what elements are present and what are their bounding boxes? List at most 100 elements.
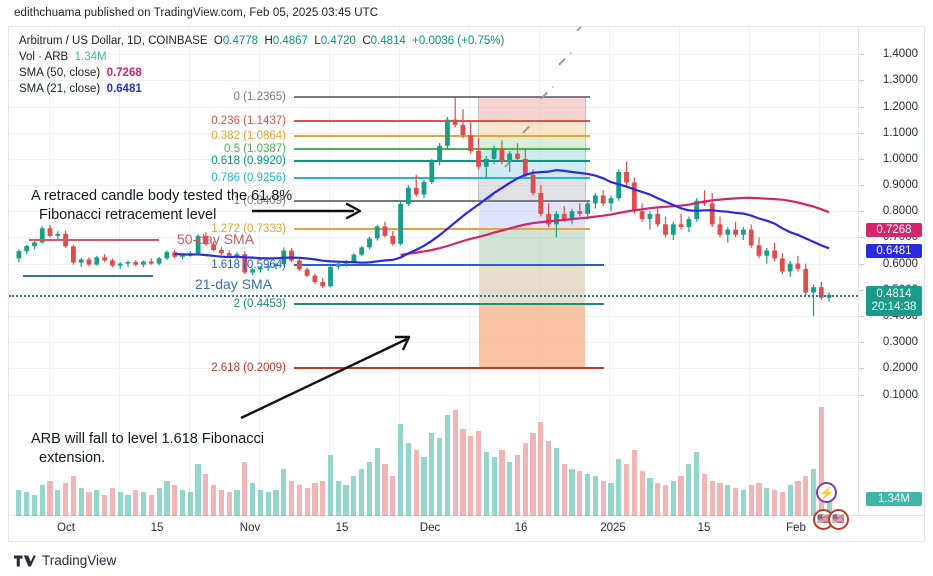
fib-label-0.236: 0.236 (1.1437): [211, 115, 286, 128]
volume-bar: [452, 409, 458, 516]
time-tick: 15: [697, 522, 711, 534]
volume-bar: [421, 457, 427, 516]
volume-bar: [717, 483, 723, 516]
sma21-price-badge[interactable]: 0.6481: [866, 244, 922, 258]
last-price-line: [9, 294, 858, 297]
price-tick-dash: [859, 368, 864, 370]
volume-bar: [748, 485, 754, 516]
sma21-legend-swatch: [23, 275, 153, 277]
fib-line-2.618: [294, 367, 604, 370]
grid-line-vertical: [259, 27, 260, 516]
volume-bar: [475, 431, 482, 516]
fib-line-0.236: [294, 120, 590, 123]
chart-plot-area[interactable]: 0 (1.2365) 0.236 (1.1437) 0.382 (1.0864) 0.…: [9, 27, 858, 516]
volume-bar: [616, 459, 622, 516]
volume-bar: [662, 485, 669, 516]
volume-bar: [273, 490, 279, 516]
legend-sma21-row: SMA (21, close) 0.6481: [19, 81, 504, 97]
volume-bar: [94, 490, 100, 516]
price-tick: 1.3000: [882, 74, 918, 87]
legend-high-label: H: [264, 35, 273, 47]
volume-bar: [413, 449, 419, 516]
tradingview-logo-icon: [14, 555, 36, 566]
grid-line-vertical: [679, 27, 680, 516]
fib-band-0.382: [479, 136, 585, 149]
fib-label-0.382: 0.382 (1.0864): [211, 130, 286, 143]
volume-bar: [592, 475, 598, 516]
legend-sma21-value: 0.6481: [106, 83, 142, 95]
volume-bar: [553, 447, 560, 516]
fib-label-1.618: 1.618 (0.5964): [211, 258, 286, 271]
price-tick-dash: [859, 54, 864, 56]
flag-marker-icon-2[interactable]: 🇺🇸: [828, 509, 849, 530]
price-tick: 0.6000: [882, 257, 918, 270]
volume-bar: [460, 428, 466, 516]
volume-bar: [600, 480, 606, 516]
fib-band-2: [479, 304, 585, 369]
fib-line-1.272: [294, 227, 590, 230]
price-tick: 0.3000: [882, 336, 918, 349]
last-price-badge-countdown: 20:14:38: [871, 300, 917, 313]
grid-line-vertical: [399, 27, 400, 516]
grid-line-vertical: [749, 27, 750, 516]
price-tick: 0.2000: [882, 362, 918, 375]
volume-bar: [429, 433, 435, 516]
price-tick-dash: [859, 80, 864, 82]
volume-bar: [101, 494, 108, 516]
fib-band-1.272: [479, 228, 585, 265]
grid-line-horizontal: [9, 54, 858, 56]
volume-bar: [281, 468, 287, 516]
time-axis[interactable]: Oct 15 Nov 15 Dec 16 2025 15 Feb: [9, 515, 924, 541]
grid-line-horizontal: [9, 158, 858, 160]
grid-line-vertical: [819, 27, 820, 516]
fib-band-0: [479, 96, 585, 122]
volume-bar: [686, 464, 692, 516]
fib-label-0: 0 (1.2365): [233, 90, 286, 103]
price-axis[interactable]: 1.4000 1.3000 1.2000 1.1000 1.0000 0.9000 0.80…: [858, 27, 924, 516]
volume-bar: [250, 483, 256, 516]
volume-bar: [514, 454, 521, 516]
legend-sma50-row: SMA (50, close) 0.7268: [19, 65, 504, 81]
volume-badge[interactable]: 1.34M: [866, 492, 922, 506]
legend-close-value: 0.4814: [370, 35, 406, 47]
volume-bar: [226, 492, 232, 516]
fib-label-2: 2 (0.4453): [233, 298, 286, 311]
time-tick: 15: [150, 522, 164, 534]
volume-bar: [740, 490, 747, 516]
fib-band-0.236: [479, 121, 585, 137]
time-tick: Dec: [419, 522, 441, 534]
lightning-glyph: ⚡: [819, 485, 834, 500]
volume-bar: [701, 473, 708, 516]
sma50-price-badge[interactable]: 0.7268: [866, 223, 922, 238]
volume-bar: [756, 483, 762, 516]
volume-bar: [179, 490, 186, 516]
volume-bar: [810, 468, 817, 516]
volume-bar: [320, 480, 326, 516]
price-tick: 1.2000: [882, 100, 918, 113]
volume-bar: [351, 475, 357, 516]
grid-line-horizontal: [9, 342, 858, 344]
volume-bar: [312, 483, 318, 516]
time-tick: 2025: [600, 522, 626, 534]
fib-band-1.618: [479, 264, 585, 305]
grid-line-vertical: [189, 27, 190, 516]
grid-line-vertical: [609, 27, 610, 516]
volume-bar: [491, 457, 497, 516]
legend-symbol: Arbitrum / US Dollar, 1D, COINBASE: [19, 35, 208, 47]
volume-bar: [327, 454, 334, 516]
volume-bar: [546, 440, 552, 516]
price-tick: 0.9000: [882, 179, 918, 192]
volume-bar: [234, 490, 240, 516]
fib-label-0.5: 0.5 (1.0387): [223, 142, 286, 155]
volume-bar: [288, 480, 295, 516]
price-tick-dash: [859, 132, 864, 134]
volume-bar: [522, 442, 528, 516]
last-price-badge[interactable]: 0.4814 20:14:38: [866, 285, 922, 316]
flag-glyph-2: 🇺🇸: [832, 514, 845, 525]
price-tick: 1.1000: [882, 126, 918, 139]
volume-bar: [444, 414, 450, 516]
volume-bar: [242, 461, 248, 516]
volume-bar: [55, 490, 61, 516]
legend-high-value: 0.4867: [272, 35, 308, 47]
lightning-marker-icon[interactable]: ⚡: [816, 482, 837, 503]
